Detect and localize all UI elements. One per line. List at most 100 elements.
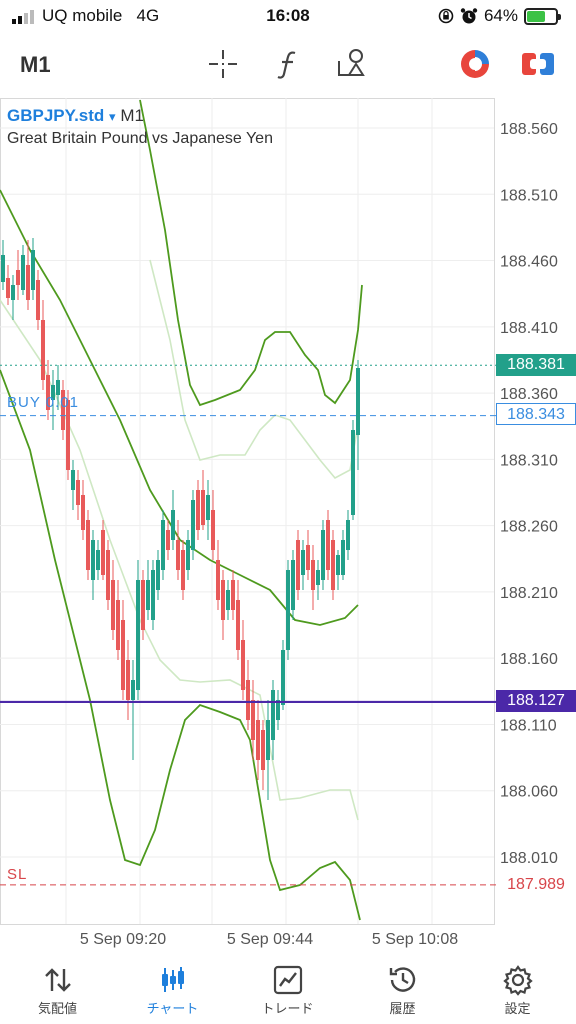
- mt-logo-icon: [461, 50, 489, 78]
- candle-body: [241, 640, 245, 690]
- chart-toolbar: M1: [0, 36, 576, 94]
- candle-body: [61, 390, 65, 430]
- candle-body: [216, 560, 220, 600]
- band-inner-lower: [0, 299, 359, 821]
- candle-body: [181, 550, 185, 590]
- chevron-down-icon[interactable]: ▾: [109, 109, 116, 124]
- symbol-description: Great Britain Pound vs Japanese Yen: [7, 130, 273, 147]
- price-tick-label: 188.410: [500, 320, 558, 337]
- candle-body: [266, 720, 270, 760]
- price-chart[interactable]: 188.560 188.510 188.460 188.410 188.360 188.3…: [0, 98, 576, 958]
- candle-body: [76, 480, 80, 505]
- band-upper: [139, 99, 363, 407]
- bottom-navigation: 気配値 チャート トレード 履歴: [0, 958, 576, 1024]
- objects-button[interactable]: [334, 46, 370, 82]
- symbol-name[interactable]: GBPJPY.std: [7, 106, 105, 125]
- candle-body: [251, 700, 255, 740]
- candle-body: [131, 680, 135, 700]
- candle-body: [276, 700, 280, 720]
- nav-trade-label: トレード: [261, 1001, 314, 1016]
- crosshair-icon: [209, 50, 237, 78]
- price-tick-label: 188.160: [500, 651, 558, 668]
- candle-body: [291, 560, 295, 610]
- one-click-trade-button[interactable]: [520, 46, 556, 82]
- trade-icon: [273, 965, 302, 995]
- chart-frame: [0, 98, 495, 925]
- crosshair-button[interactable]: [205, 46, 241, 82]
- nav-chart-label: チャート: [146, 1001, 199, 1016]
- candle-body: [271, 690, 275, 740]
- candle-body: [151, 570, 155, 620]
- time-tick-label: 5 Sep 10:08: [372, 931, 458, 948]
- band-inner-upper: [149, 259, 359, 480]
- candle-body: [141, 580, 145, 630]
- symbol-timeframe: M1: [120, 106, 144, 125]
- price-tick-label: 188.010: [500, 850, 558, 867]
- candle-body: [16, 270, 20, 285]
- candle-body: [171, 510, 175, 540]
- status-time: 16:08: [266, 6, 310, 25]
- settings-icon: [502, 965, 533, 996]
- candle-body: [226, 590, 230, 610]
- nav-settings[interactable]: 設定: [460, 958, 575, 1024]
- candle-body: [26, 265, 30, 300]
- time-tick-label: 5 Sep 09:20: [80, 931, 166, 948]
- timeframe-button[interactable]: M1: [20, 52, 51, 77]
- carrier-name: UQ mobile: [42, 6, 123, 25]
- network-type: 4G: [136, 6, 160, 25]
- candle-body: [336, 555, 340, 575]
- metatrader-button[interactable]: [457, 46, 493, 82]
- candle-body: [56, 380, 60, 395]
- candle-body: [81, 495, 85, 530]
- objects-icon: [338, 49, 365, 76]
- price-tick-label: 188.460: [500, 254, 558, 271]
- candle-body: [121, 620, 125, 690]
- candle-body: [136, 580, 140, 690]
- candle-body: [91, 540, 95, 580]
- nav-chart[interactable]: チャート: [115, 958, 230, 1024]
- candle-body: [96, 550, 100, 570]
- price-tick-label: 188.360: [500, 386, 558, 403]
- candle-body: [221, 580, 225, 620]
- time-tick-label: 5 Sep 09:44: [227, 931, 313, 948]
- candle-body: [111, 580, 115, 630]
- candle-body: [126, 660, 130, 700]
- candle-body: [246, 680, 250, 720]
- indicators-button[interactable]: [270, 46, 306, 82]
- alarm-icon: [460, 8, 478, 24]
- nav-trade[interactable]: トレード: [230, 958, 345, 1024]
- candle-body: [231, 580, 235, 610]
- chart-canvas[interactable]: 188.560188.510188.460188.410188.360188.3…: [0, 98, 576, 958]
- rotation-lock-icon: [438, 8, 454, 24]
- history-icon: [389, 967, 415, 992]
- battery-icon: [524, 7, 561, 25]
- nav-quotes[interactable]: 気配値: [0, 958, 115, 1024]
- buy-position-label[interactable]: BUY 0.01: [7, 394, 79, 411]
- candle-body: [256, 720, 260, 760]
- price-tick-label: 188.510: [500, 187, 558, 204]
- trade-toggle-icon: [522, 53, 554, 75]
- candle-body: [331, 540, 335, 590]
- stop-loss-label[interactable]: SL: [7, 866, 28, 883]
- status-bar: UQ mobile 4G 16:08 64%: [0, 0, 576, 34]
- candle-body: [21, 255, 25, 290]
- candle-body: [316, 570, 320, 585]
- candle-body: [6, 278, 10, 298]
- candle-body: [236, 600, 240, 650]
- ask-price-tag: 188.381: [496, 354, 576, 376]
- candle-body: [296, 540, 300, 590]
- candle-body: [146, 580, 150, 610]
- candle-body: [1, 255, 5, 282]
- nav-history[interactable]: 履歴: [345, 958, 460, 1024]
- candle-body: [201, 490, 205, 525]
- symbol-header[interactable]: GBPJPY.std ▾ M1: [7, 106, 144, 126]
- candle-body: [261, 730, 265, 770]
- candle-body: [281, 650, 285, 705]
- function-icon: [277, 51, 296, 79]
- candle-body: [166, 530, 170, 550]
- candle-body: [86, 520, 90, 570]
- candle-body: [11, 285, 15, 300]
- nav-history-label: 履歴: [389, 1001, 416, 1016]
- candle-body: [191, 500, 195, 550]
- candle-body: [161, 520, 165, 570]
